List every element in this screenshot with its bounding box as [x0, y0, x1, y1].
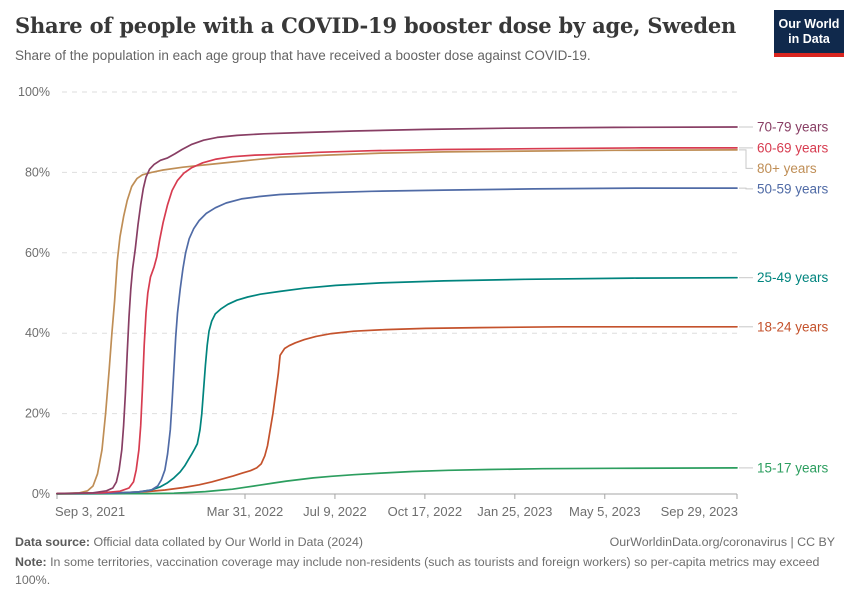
data-source-label: Data source: — [15, 535, 91, 549]
booster-line-chart: 0% 20% 40% 60% 80% 100% Sep 3, 2021 Mar 31, 202… — [18, 85, 829, 519]
y-tick-label-20: 20% — [25, 407, 50, 421]
line-60-69-years[interactable] — [56, 147, 738, 495]
chart-header: Share of people with a COVID-19 booster … — [15, 12, 755, 66]
x-tick-label: Mar 31, 2022 — [207, 504, 284, 519]
x-tick-label: Jul 9, 2022 — [303, 504, 367, 519]
owid-logo[interactable]: Our World in Data — [774, 10, 844, 57]
x-tick-label: Jan 25, 2023 — [477, 504, 552, 519]
owid-link[interactable]: OurWorldinData.org/coronavirus | CC BY — [609, 535, 835, 549]
y-tick-label-60: 60% — [25, 246, 50, 260]
owid-logo-line1: Our World — [778, 17, 840, 31]
legend-label-25-49-years[interactable]: 25-49 years — [757, 270, 829, 285]
data-source-text: Official data collated by Our World in D… — [90, 535, 364, 549]
x-tick-label: Oct 17, 2022 — [388, 504, 462, 519]
legend-label-18-24-years[interactable]: 18-24 years — [757, 319, 829, 334]
legend-label-60-69-years[interactable]: 60-69 years — [757, 140, 829, 155]
x-tick-label: Sep 3, 2021 — [55, 504, 125, 519]
chart-area: 0% 20% 40% 60% 80% 100% Sep 3, 2021 Mar 31, 202… — [0, 80, 850, 530]
page-title: Share of people with a COVID-19 booster … — [15, 13, 737, 38]
note-text: In some territories, vaccination coverag… — [15, 554, 820, 588]
y-tick-label-80: 80% — [25, 165, 50, 179]
y-tick-label-100: 100% — [18, 85, 50, 99]
legend-label-80+-years[interactable]: 80+ years — [757, 161, 817, 176]
y-tick-label-40: 40% — [25, 326, 50, 340]
legend-connector — [739, 187, 753, 190]
chart-footer: Data source: Official data collated by O… — [15, 533, 835, 590]
footer-note: Note: In some territories, vaccination c… — [15, 553, 835, 590]
line-18-24-years[interactable] — [56, 325, 738, 495]
line-70-79-years[interactable] — [56, 126, 738, 495]
note-label: Note: — [15, 554, 47, 569]
y-tick-label-0: 0% — [32, 487, 50, 501]
legend-connector — [739, 149, 753, 169]
x-tick-label: May 5, 2023 — [569, 504, 641, 519]
data-source: Data source: Official data collated by O… — [15, 533, 363, 552]
line-80+-years[interactable] — [56, 149, 738, 495]
line-50-59-years[interactable] — [56, 187, 738, 495]
x-tick-label: Sep 29, 2023 — [661, 504, 738, 519]
line-25-49-years[interactable] — [56, 276, 738, 495]
page-subtitle: Share of the population in each age grou… — [15, 48, 591, 64]
owid-logo-line2: in Data — [788, 32, 830, 46]
legend-label-15-17-years[interactable]: 15-17 years — [757, 460, 829, 475]
legend-label-70-79-years[interactable]: 70-79 years — [757, 119, 829, 134]
legend-label-50-59-years[interactable]: 50-59 years — [757, 181, 829, 196]
line-15-17-years[interactable] — [56, 467, 738, 495]
